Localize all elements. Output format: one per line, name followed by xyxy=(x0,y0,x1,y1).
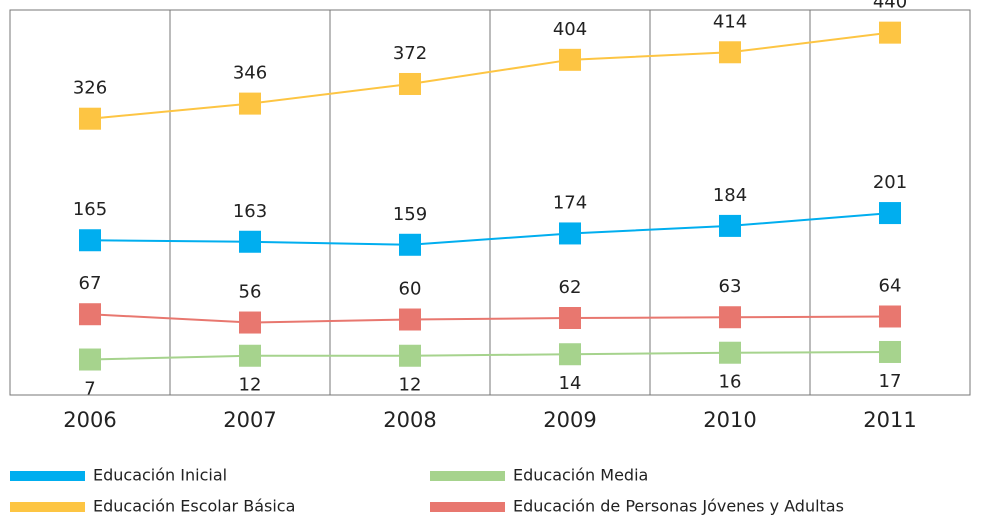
x-tick-label: 2008 xyxy=(383,408,436,432)
data-label: 7 xyxy=(84,379,95,400)
data-label: 440 xyxy=(873,0,907,13)
point-marker xyxy=(399,308,421,331)
point-marker xyxy=(559,222,581,245)
data-label: 12 xyxy=(399,375,422,396)
point-marker xyxy=(879,202,901,225)
point-marker xyxy=(79,229,101,252)
point-marker xyxy=(879,21,901,44)
series-line xyxy=(89,313,891,324)
point-marker xyxy=(239,344,261,367)
data-label: 346 xyxy=(233,63,267,84)
point-marker xyxy=(719,41,741,64)
legend-swatch xyxy=(430,502,505,512)
series-line xyxy=(89,212,891,246)
data-label: 184 xyxy=(713,185,747,206)
data-label: 62 xyxy=(559,277,582,298)
point-marker xyxy=(719,341,741,364)
x-tick-label: 2011 xyxy=(863,408,916,432)
data-label: 63 xyxy=(719,276,742,297)
x-tick-label: 2007 xyxy=(223,408,276,432)
point-marker xyxy=(239,230,261,253)
data-label: 16 xyxy=(719,372,742,393)
point-marker xyxy=(79,303,101,326)
data-label: 326 xyxy=(73,78,107,99)
data-label: 372 xyxy=(393,43,427,64)
x-tick-label: 2009 xyxy=(543,408,596,432)
legend-label: Educación Media xyxy=(513,466,648,485)
legend-label: Educación Inicial xyxy=(93,466,227,485)
point-marker xyxy=(559,48,581,71)
point-marker xyxy=(559,343,581,366)
point-marker xyxy=(559,307,581,329)
legend-label: Educación de Personas Jóvenes y Adultas xyxy=(513,497,844,516)
point-marker xyxy=(399,72,421,95)
point-marker xyxy=(239,311,261,334)
x-tick-label: 2010 xyxy=(703,408,756,432)
legend-label: Educación Escolar Básica xyxy=(93,497,295,516)
series-line xyxy=(89,31,891,120)
data-label: 14 xyxy=(559,373,582,394)
data-label: 12 xyxy=(239,375,262,396)
point-marker xyxy=(79,348,101,371)
legend-swatch xyxy=(10,471,85,481)
data-label: 17 xyxy=(879,371,902,392)
data-label: 174 xyxy=(553,192,587,213)
point-marker xyxy=(719,306,741,329)
data-label: 165 xyxy=(73,199,107,220)
data-label: 163 xyxy=(233,201,267,222)
legend-swatch xyxy=(430,471,505,481)
series-line xyxy=(89,350,891,361)
data-label: 64 xyxy=(879,275,902,296)
legend-swatch xyxy=(10,502,85,512)
data-label: 60 xyxy=(399,279,422,300)
point-marker xyxy=(239,92,261,115)
data-label: 67 xyxy=(79,273,102,294)
data-label: 414 xyxy=(713,11,747,32)
x-tick-label: 2006 xyxy=(63,408,116,432)
point-marker xyxy=(719,214,741,237)
data-label: 159 xyxy=(393,204,427,225)
point-marker xyxy=(79,107,101,130)
point-marker xyxy=(399,344,421,367)
point-marker xyxy=(399,233,421,256)
point-marker xyxy=(879,305,901,328)
data-label: 201 xyxy=(873,172,907,193)
data-label: 56 xyxy=(239,282,262,303)
data-label: 404 xyxy=(553,19,587,40)
point-marker xyxy=(879,340,901,363)
